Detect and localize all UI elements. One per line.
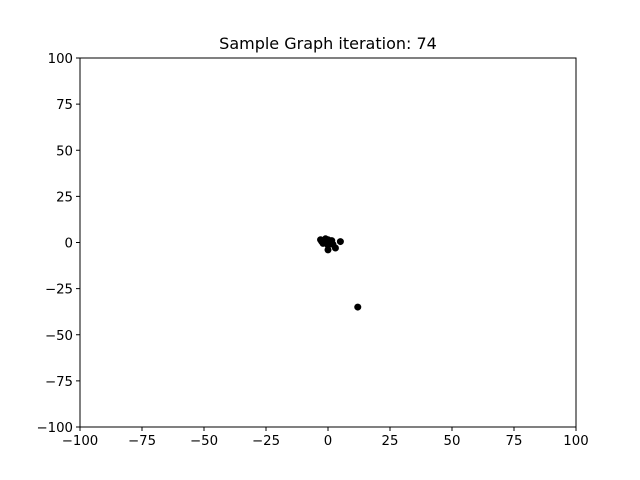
y-tick-label: −50 [45, 329, 73, 344]
x-tick-label: 0 [324, 434, 332, 449]
axis-ticks: −100 −75 −50 −25 0 25 50 75 100 −100 −75 −50 −25 0 25 5… [36, 52, 588, 449]
y-tick-label: −75 [45, 375, 73, 390]
x-tick-label: 25 [382, 434, 399, 449]
chart-title: Sample Graph iteration: 74 [219, 34, 437, 53]
x-tick-label: −25 [252, 434, 280, 449]
plot-area-frame [79, 57, 577, 428]
x-tick-label: −50 [190, 434, 218, 449]
scatter-point [331, 244, 339, 252]
y-tick-label: −100 [36, 421, 73, 436]
y-tick-label: 0 [65, 237, 73, 252]
y-tick-label: 25 [56, 190, 73, 205]
x-tick-label: 100 [563, 434, 588, 449]
y-tick-label: −25 [45, 283, 73, 298]
x-tick-label: 75 [506, 434, 523, 449]
data-points [317, 235, 362, 311]
x-tick-label: 50 [444, 434, 461, 449]
x-tick-label: −75 [128, 434, 156, 449]
scatter-point [336, 238, 344, 246]
scatter-point [354, 303, 362, 311]
y-tick-label: 75 [56, 98, 73, 113]
y-tick-label: 100 [48, 52, 73, 67]
scatter-point [324, 246, 332, 254]
y-tick-label: 50 [56, 144, 73, 159]
x-tick-label: −100 [62, 434, 99, 449]
